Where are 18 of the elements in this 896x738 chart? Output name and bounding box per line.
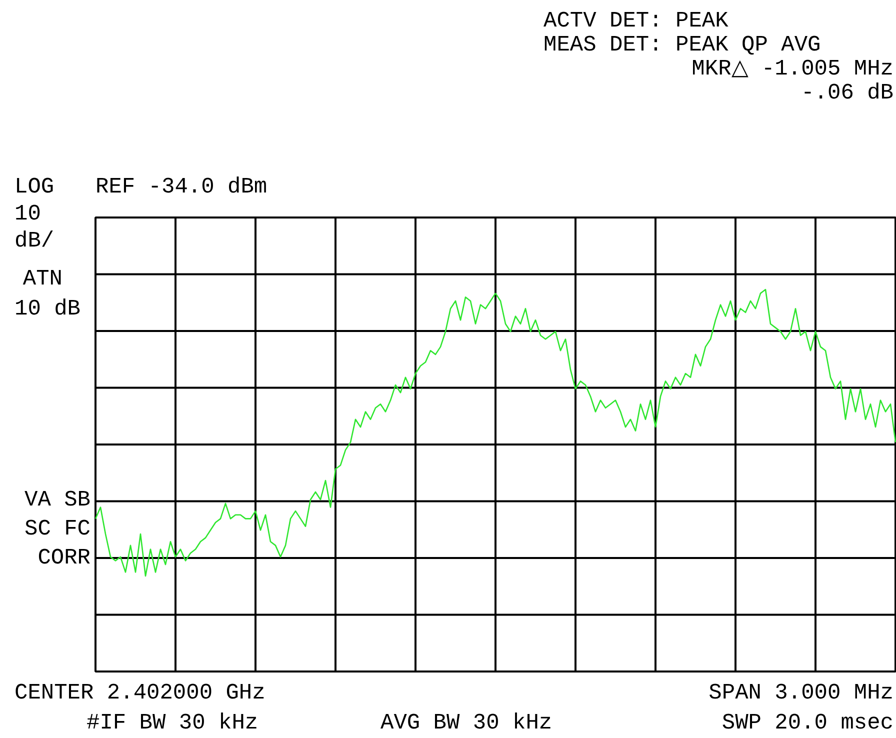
text: SWP 20.0 msec [722,710,894,736]
text: SPAN 3.000 MHz [708,680,894,706]
text: 10 dB [14,296,81,322]
text: dB/ [14,228,54,254]
text: AVG BW 30 kHz [380,710,552,736]
text: #IF BW 30 kHz [86,710,258,736]
text: ACTV DET: PEAK [544,8,730,34]
text: MKR△ -1.005 MHz [692,56,894,82]
text: REF -34.0 dBm [96,174,268,200]
text: -.06 dB [801,80,894,106]
text: CENTER 2.402000 GHz [14,680,266,706]
text: LOG [14,174,54,200]
text: SC FC [24,516,91,542]
text: MEAS DET: PEAK QP AVG [544,32,821,58]
text: 10 [14,202,41,226]
text: CORR [38,546,91,570]
text: VA SB [24,488,91,512]
text: ATN [22,266,63,292]
